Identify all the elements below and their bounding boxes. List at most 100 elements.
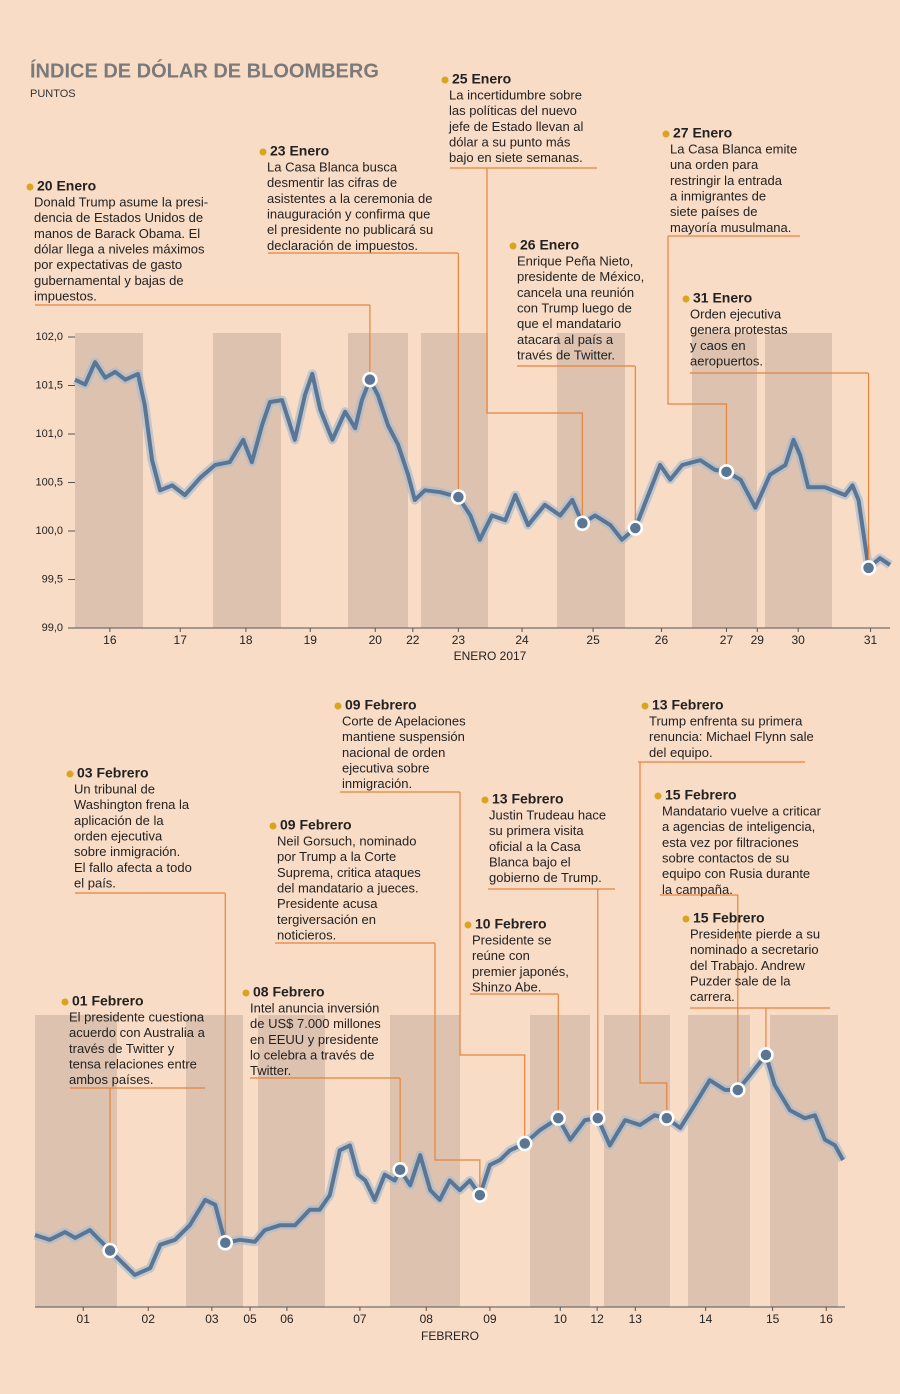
annotation-date: 10 Febrero [475,916,547,932]
day-band [688,1015,750,1307]
marker [102,1242,118,1259]
annotation-text: aplicación de la [74,813,164,828]
date-dot [654,792,662,800]
day-band [213,333,281,628]
x-tick-label: 20 [369,633,383,647]
annotation-text: Presidente se [472,932,552,947]
day-band [35,1015,117,1307]
x-tick-label: 19 [304,633,318,647]
leader-line [639,762,668,1119]
marker [574,515,591,531]
annotation-text: del Trabajo. Andrew [690,958,806,973]
leader-line [434,943,481,1196]
annotation-text: Presidente acusa [277,896,378,911]
annotation-text: Donald Trump asume la presi- [34,194,208,209]
annotation-text: a agencias de inteligencia, [662,819,815,834]
annotation-date: 23 Enero [270,143,329,159]
annotation-text: desmentir las cifras de [267,175,397,190]
annotation-text: renuncia: Michael Flynn sale [649,729,814,744]
annotation-text: su primera visita [489,823,584,838]
annotation-text: gobierno de Trump. [489,870,602,885]
annotation-text: Neil Gorsuch, nominado [277,833,416,848]
annotation-text: jefe de Estado llevan al [448,119,584,134]
annotation-text: carrera. [690,989,735,1004]
annotation-text: por expectativas de gasto [34,257,182,272]
annotation-text: La Casa Blanca emite [670,141,797,156]
day-band [186,1015,243,1307]
date-dot [682,915,690,923]
day-band [604,1015,670,1307]
date-dot [242,989,250,997]
annotation-date: 09 Febrero [280,817,352,833]
x-tick-label: 05 [243,1312,257,1326]
date-dot [334,702,342,710]
annotation-text: Presidente pierde a su [690,926,820,941]
annotation-text: Suprema, critica ataques [277,865,421,880]
marker [590,1110,606,1126]
annotation-text: tergiversación en [277,912,376,927]
annotation-text: La incertidumbre sobre [449,87,582,102]
annotation-text: del mandatario a jueces. [277,881,419,896]
annotation-text: través de Twitter. [517,348,615,363]
day-band [530,1015,590,1307]
annotation-date: 13 Febrero [492,791,564,807]
annotation-text: manos de Barack Obama. El [34,226,200,241]
annotation-date: 08 Febrero [253,984,325,1000]
annotation-text: del equipo. [649,745,713,760]
annotation-date: 13 Febrero [652,697,724,713]
annotation-date: 15 Febrero [665,787,737,803]
annotation-text: Blanca bajo el [489,855,571,870]
x-tick-label: 13 [629,1312,643,1326]
annotation-text: las políticas del nuevo [449,103,577,118]
annotation-text: oficial a la Casa [489,839,582,854]
date-dot [66,770,74,778]
x-tick-label: 06 [280,1312,294,1326]
annotation-text: y caos en [690,338,746,353]
annotation-text: reúne con [472,948,530,963]
x-tick-label: 07 [353,1312,367,1326]
annotation-date: 15 Febrero [693,910,765,926]
annotation-text: el presidente no publicará su [267,222,433,237]
annotation-text: sobre inmigración. [74,844,180,859]
annotation-text: presidente de México, [517,269,644,284]
marker [472,1187,488,1203]
annotation-text: dólar a su punto más [449,135,571,150]
annotation-text: siete países de [670,204,757,219]
date-dot [269,822,277,830]
annotation-text: bajo en siete semanas. [449,150,583,165]
marker [627,520,644,536]
date-dot [441,76,449,84]
annotation-text: Corte de Apelaciones [342,713,466,728]
annotation-text: por Trump a la Corte [277,849,396,864]
annotation-text: noticieros. [277,928,336,943]
x-tick-label: 02 [142,1312,156,1326]
annotation-text: la campaña. [662,882,733,897]
x-tick-label: 22 [406,633,420,647]
marker [860,560,877,576]
annotation-date: 09 Febrero [345,697,417,713]
annotation-text: Shinzo Abe. [472,980,541,995]
y-tick-label: 100,5 [35,476,63,488]
annotation-text: de US$ 7.000 millones [250,1016,381,1031]
line [34,1052,845,1277]
annotation-text: el país. [74,876,116,891]
marker [550,1110,567,1126]
day-band [692,333,757,628]
annotation-text: Washington frena la [74,797,190,812]
annotation-text: El presidente cuestiona [69,1009,205,1024]
x-tick-label: 17 [174,633,188,647]
day-band [348,333,408,628]
x-axis-label: ENERO 2017 [454,649,527,663]
annotation-text: ambos países. [69,1072,154,1087]
date-dot [26,183,34,191]
y-tick-label: 101,5 [35,379,63,391]
x-tick-label: 23 [452,633,466,647]
x-tick-label: 03 [205,1312,219,1326]
x-tick-label: 15 [766,1312,780,1326]
day-band [765,333,832,628]
x-tick-label: 24 [515,633,529,647]
annotation-text: atacara al país a [517,332,614,347]
date-dot [481,796,489,804]
y-tick-label: 102,0 [35,331,63,343]
annotation-text: Justin Trudeau hace [489,807,606,822]
